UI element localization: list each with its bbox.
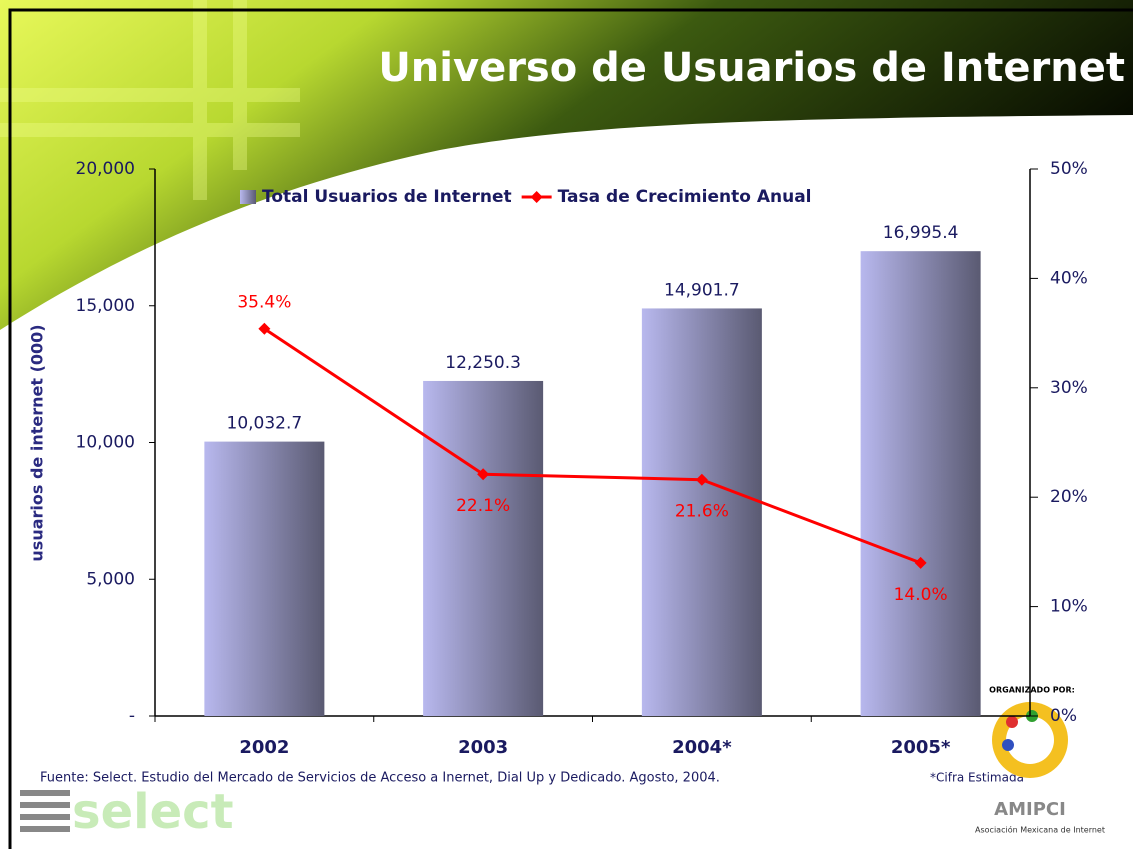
line-value-label: 21.6% (675, 502, 729, 522)
amipci-text: AMIPCI (994, 799, 1066, 820)
line-marker (477, 468, 490, 481)
bar (423, 380, 544, 716)
legend-label: Tasa de Crecimiento Anual (558, 187, 812, 207)
select-text: select (72, 784, 234, 840)
x-tick-label: 2004* (672, 737, 732, 758)
logo-stripe (20, 802, 70, 808)
y2-tick-label: 20% (1050, 487, 1088, 507)
amipci-name: Asociación Mexicana de Internet (975, 825, 1105, 835)
select-logo: select (20, 784, 234, 840)
logo-stripe (20, 814, 70, 820)
x-tick-label: 2002 (239, 737, 289, 758)
bar (204, 441, 325, 716)
bar-value-label: 16,995.4 (883, 223, 959, 243)
plot: - 5,000 10,000 15,000 20,000 0% 10% 20% 30% 40% 50… (76, 159, 1088, 758)
legend-swatch (240, 190, 256, 204)
line-marker (914, 556, 927, 569)
y2-tick-label: 0% (1050, 706, 1077, 726)
chart-title: Universo de Usuarios de Internet (378, 45, 1125, 91)
line-value-label: 35.4% (237, 293, 291, 313)
legend-marker (530, 191, 543, 203)
y-tick-label: 20,000 (76, 159, 135, 179)
note: *Cifra Estimada (930, 771, 1024, 785)
bar (641, 308, 762, 716)
logo-circle-inner (1006, 716, 1054, 764)
logo-dot (1002, 739, 1014, 751)
legend-label: Total Usuarios de Internet (262, 187, 512, 207)
line (263, 327, 922, 565)
line-value-label: 14.0% (894, 585, 948, 605)
y2-tick-label: 40% (1050, 268, 1088, 288)
x-tick-label: 2005* (891, 737, 951, 758)
amipci-logo: ORGANIZADO POR: AMIPCI Asociación Mexica… (975, 686, 1105, 835)
bar-value-label: 14,901.7 (664, 280, 740, 300)
y-tick-label: 15,000 (76, 296, 135, 316)
frame (8, 8, 1133, 849)
bar-value-label: 12,250.3 (445, 353, 521, 373)
logo-stripe (20, 790, 70, 796)
line-marker (695, 473, 708, 486)
source: Fuente: Select. Estudio del Mercado de S… (40, 771, 720, 786)
bar (860, 251, 981, 716)
logo-dot (1006, 716, 1018, 728)
bar-value-label: 10,032.7 (227, 414, 303, 434)
y-axis-label: usuarios de internet (000) (28, 324, 47, 561)
header-pattern (0, 0, 300, 200)
header-swoosh (0, 0, 1133, 330)
y-tick-label: - (129, 706, 135, 726)
y-tick-label: 5,000 (86, 569, 135, 589)
line-value-label: 22.1% (456, 496, 510, 516)
line-marker (258, 322, 271, 335)
y2-tick-label: 50% (1050, 159, 1088, 179)
y2-tick-label: 10% (1050, 597, 1088, 617)
y-tick-label: 10,000 (76, 433, 135, 453)
x-tick-label: 2003 (458, 737, 508, 758)
organizer-label: ORGANIZADO POR: (989, 686, 1075, 695)
y2-tick-label: 30% (1050, 378, 1088, 398)
logo-stripe (20, 826, 70, 832)
